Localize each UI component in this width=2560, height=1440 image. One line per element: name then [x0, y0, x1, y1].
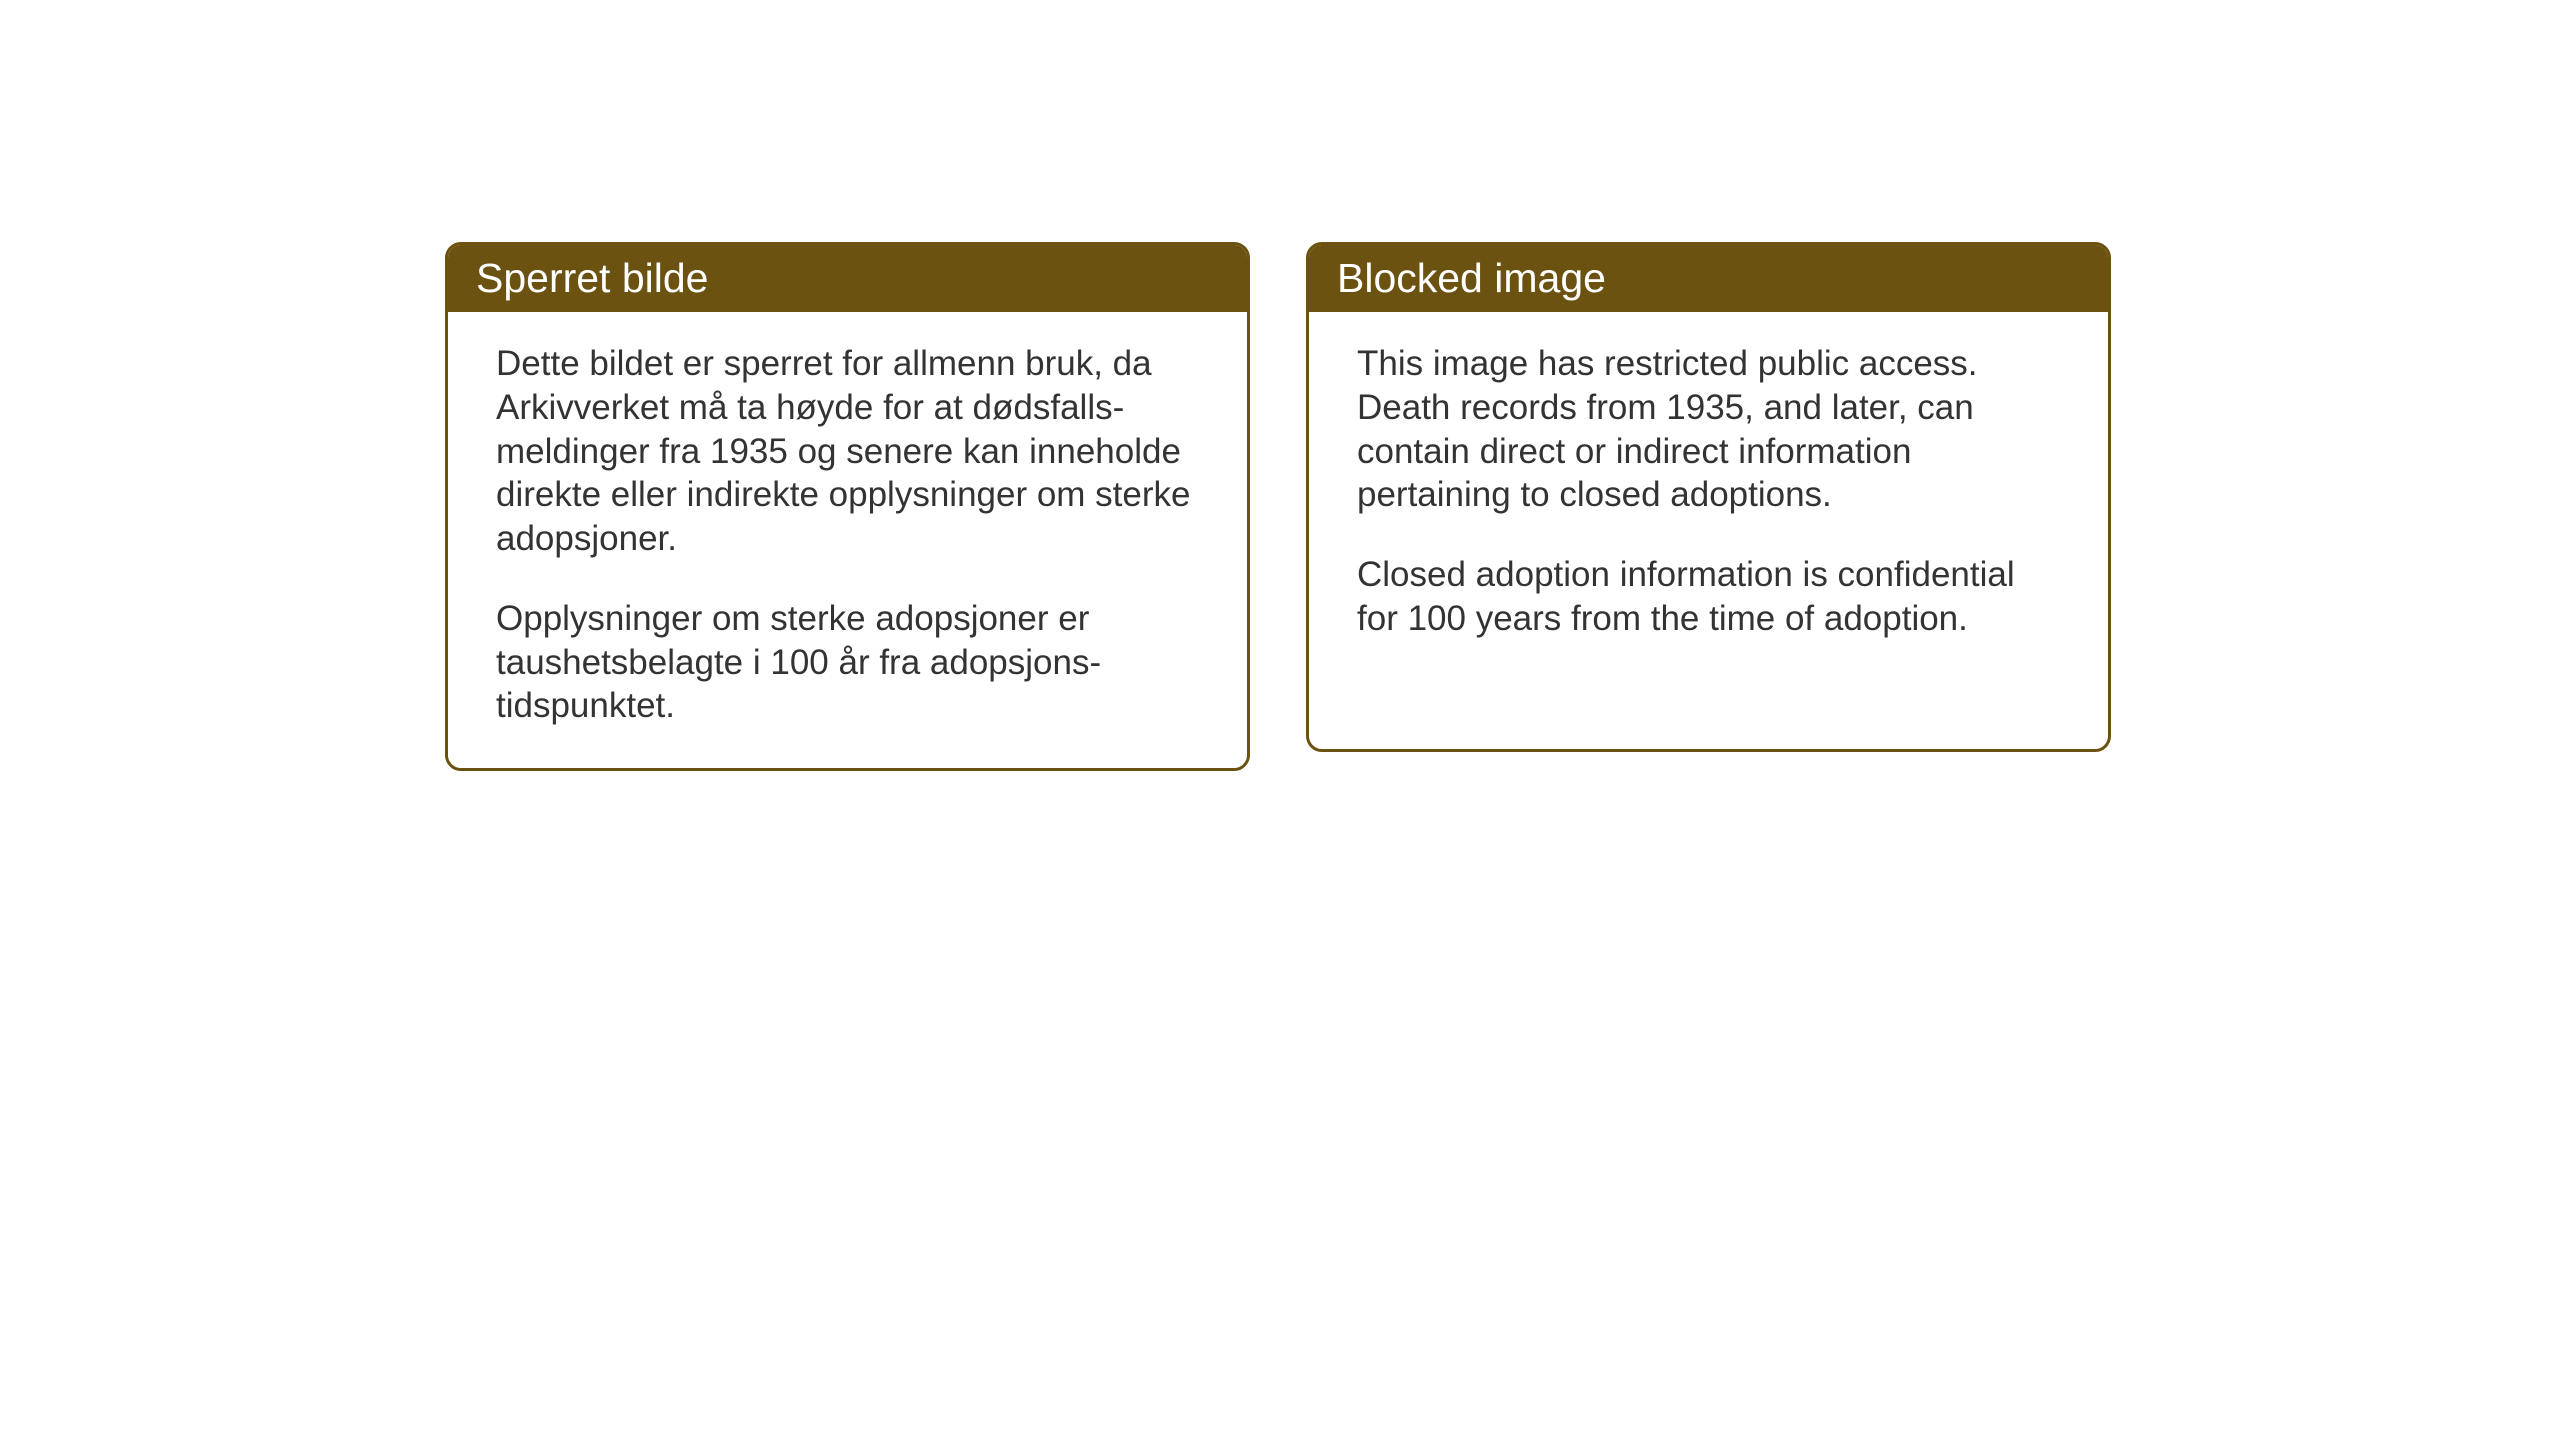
notice-header-english: Blocked image — [1309, 245, 2108, 312]
notice-paragraph-1-english: This image has restricted public access.… — [1357, 342, 2060, 517]
notice-card-english: Blocked image This image has restricted … — [1306, 242, 2111, 752]
notice-body-english: This image has restricted public access.… — [1309, 312, 2108, 681]
notice-header-norwegian: Sperret bilde — [448, 245, 1247, 312]
notice-paragraph-1-norwegian: Dette bildet er sperret for allmenn bruk… — [496, 342, 1199, 561]
notice-paragraph-2-english: Closed adoption information is confident… — [1357, 553, 2060, 641]
notice-paragraph-2-norwegian: Opplysninger om sterke adopsjoner er tau… — [496, 597, 1199, 728]
notice-title-norwegian: Sperret bilde — [476, 255, 708, 301]
notice-card-norwegian: Sperret bilde Dette bildet er sperret fo… — [445, 242, 1250, 771]
notice-title-english: Blocked image — [1337, 255, 1606, 301]
notice-body-norwegian: Dette bildet er sperret for allmenn bruk… — [448, 312, 1247, 768]
notice-cards-container: Sperret bilde Dette bildet er sperret fo… — [445, 242, 2111, 771]
